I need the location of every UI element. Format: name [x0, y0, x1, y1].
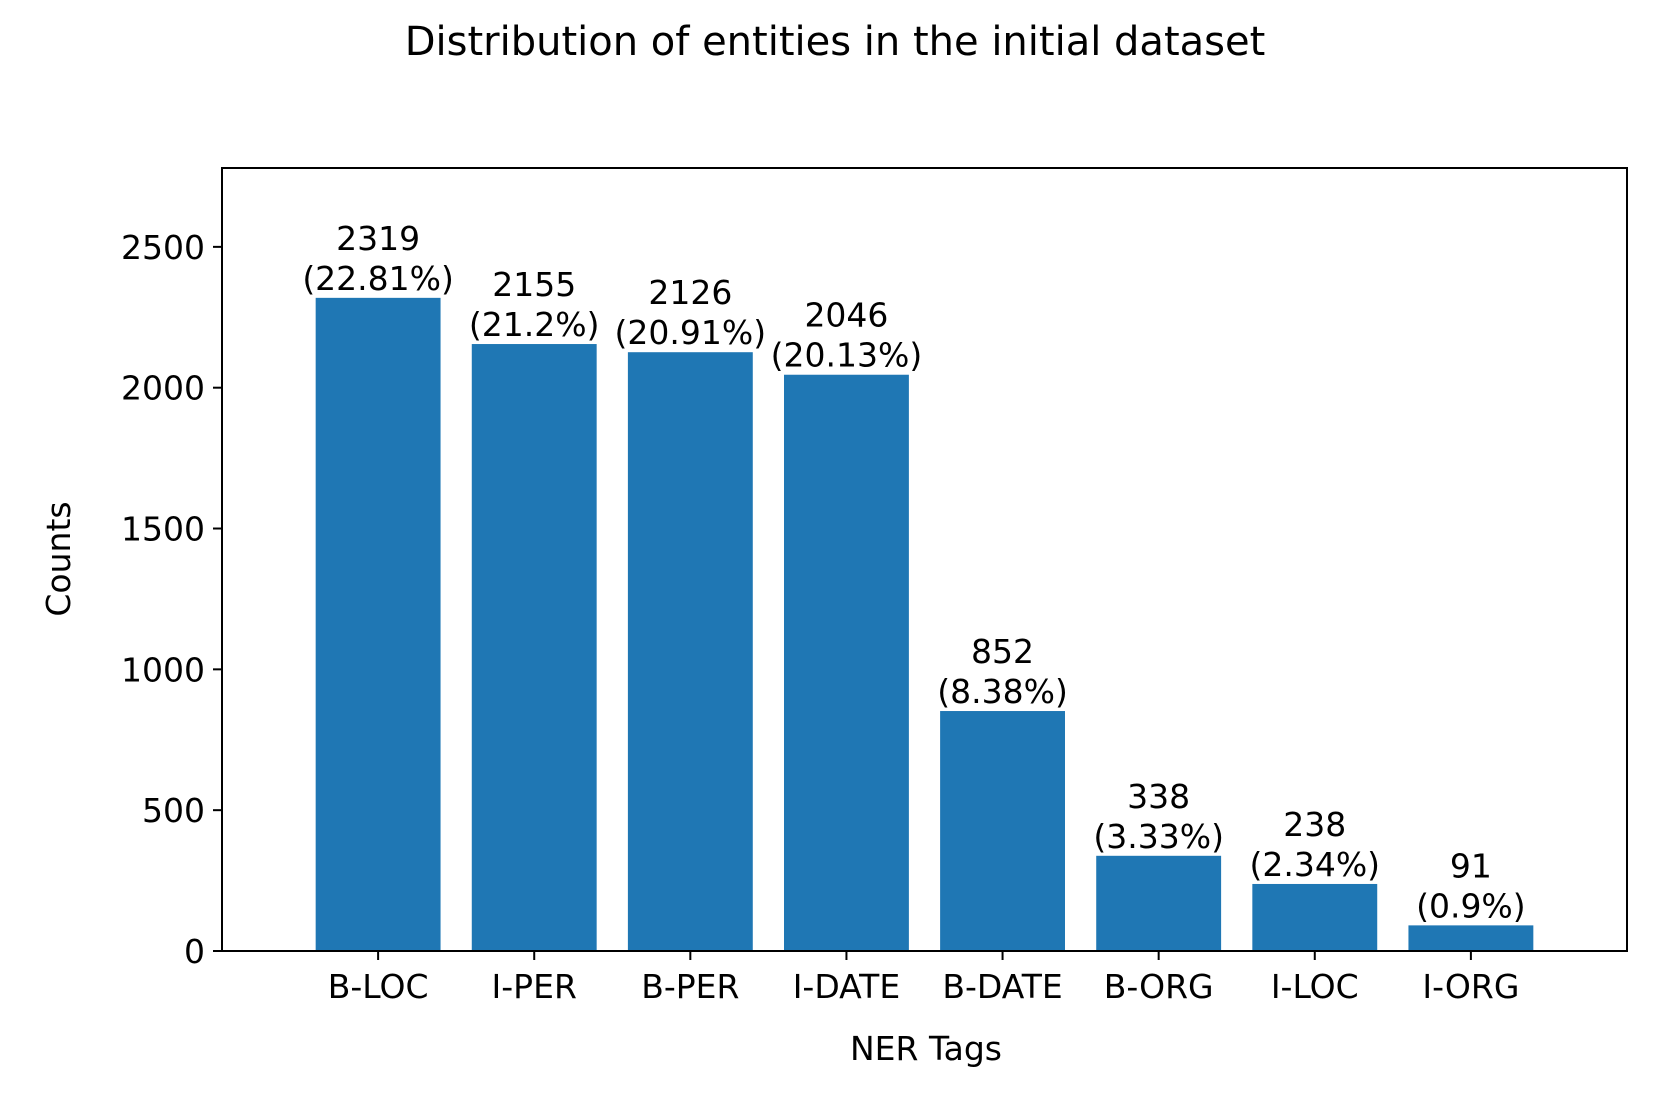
- x-axis-label: NER Tags: [850, 1029, 1002, 1068]
- x-tick-label: I-DATE: [793, 967, 901, 1006]
- y-tick-label: 1500: [121, 510, 205, 549]
- chart-title: Distribution of entities in the initial …: [405, 19, 1266, 65]
- bar-b-date: [940, 711, 1065, 951]
- plot-frame: [221, 167, 1628, 952]
- x-tick-label: B-LOC: [328, 967, 429, 1006]
- x-axis: B-LOC I-PER B-PER I-DATE B-DATE B-ORG I-LOC I-O…: [328, 951, 1519, 1006]
- y-axis: 0 500 1000 1500 2000 2500: [121, 228, 222, 971]
- x-tick-label: B-ORG: [1104, 967, 1214, 1006]
- x-tick-label: I-LOC: [1271, 967, 1359, 1006]
- bar-i-date: [784, 374, 909, 952]
- bar-value-label: 2155: [492, 265, 576, 304]
- bar-value-label: 2126: [648, 273, 732, 312]
- x-tick-label: B-PER: [641, 967, 739, 1006]
- y-tick-label: 500: [142, 791, 205, 830]
- bar-percent-label: (0.9%): [1416, 886, 1526, 925]
- x-tick-label: I-ORG: [1422, 967, 1519, 1006]
- bar-value-label: 852: [971, 632, 1034, 671]
- bar-b-per: [627, 352, 753, 951]
- bar-percent-label: (22.81%): [302, 259, 454, 298]
- y-tick-label: 0: [184, 932, 205, 971]
- y-tick-label: 1000: [121, 650, 205, 689]
- bar-i-loc: [1252, 883, 1378, 951]
- bar-i-per: [471, 344, 597, 951]
- bar-value-label: 338: [1127, 777, 1190, 816]
- x-tick-label: B-DATE: [942, 967, 1062, 1006]
- y-axis-label: Counts: [39, 501, 78, 616]
- bar-percent-label: (2.34%): [1249, 845, 1380, 884]
- bar-value-label: 91: [1450, 846, 1492, 885]
- x-tick-label: I-PER: [492, 967, 577, 1006]
- bar-value-label: 238: [1283, 805, 1346, 844]
- y-tick-label: 2500: [121, 228, 205, 267]
- bar-percent-label: (20.13%): [771, 336, 923, 375]
- bar-i-org: [1408, 925, 1534, 951]
- bar-percent-label: (21.2%): [469, 305, 600, 344]
- bar-value-label: 2046: [804, 296, 888, 335]
- bar-value-label: 2319: [336, 219, 420, 258]
- bars-group: [315, 297, 1534, 952]
- bar-b-org: [1096, 855, 1222, 951]
- bar-percent-label: (20.91%): [615, 313, 767, 352]
- bar-percent-label: (8.38%): [937, 672, 1068, 711]
- bar-b-loc: [315, 297, 441, 952]
- bar-percent-label: (3.33%): [1093, 817, 1224, 856]
- y-tick-label: 2000: [121, 369, 205, 408]
- bar-labels-group: (22.81%)2319 (21.2%)2155 (20.91%)2126 (20.1…: [302, 219, 1525, 926]
